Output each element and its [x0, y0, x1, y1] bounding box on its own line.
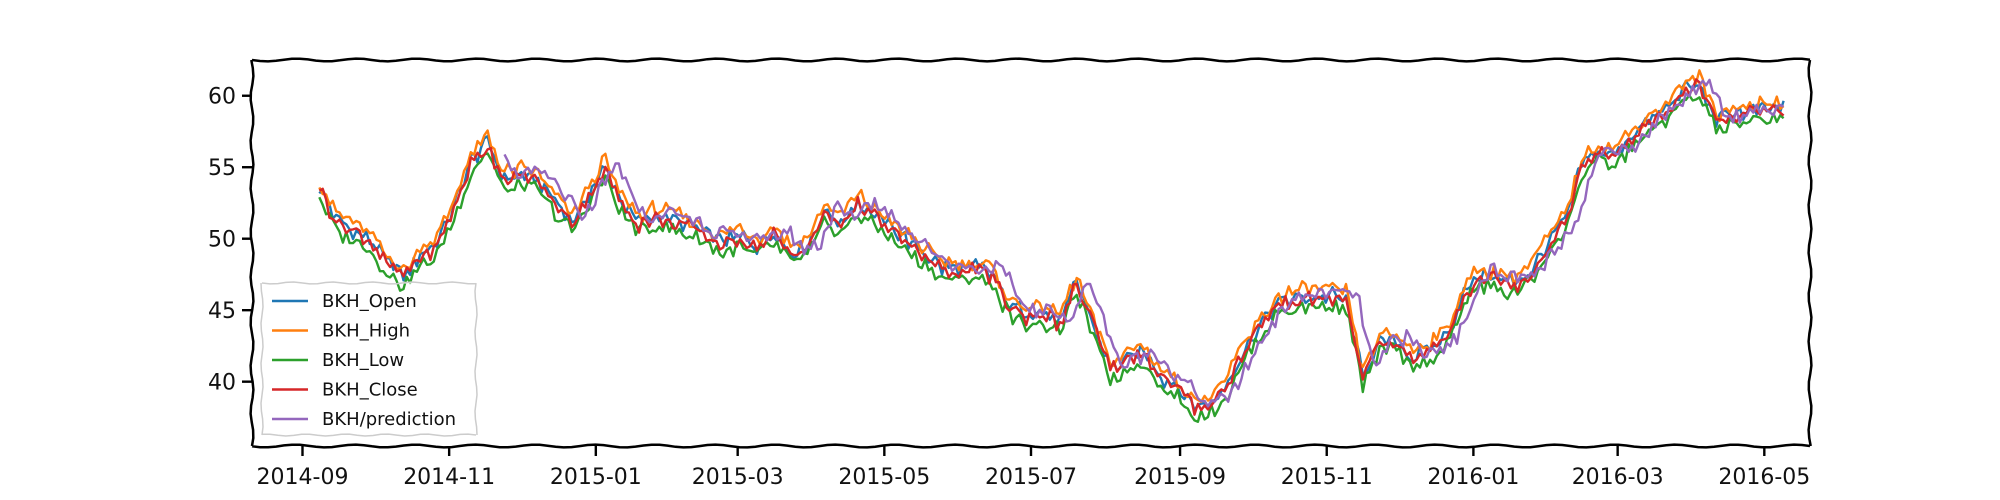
legend-label: BKH/prediction: [322, 409, 456, 430]
x-tick-label: 2015-03: [692, 465, 784, 490]
series-line-bkh-open: [318, 79, 1785, 412]
legend-box: [260, 281, 478, 437]
x-tick-label: 2015-09: [1134, 465, 1226, 490]
x-tick-label: 2014-09: [257, 465, 349, 490]
legend-label: BKH_Open: [322, 291, 417, 312]
legend-label: BKH_High: [322, 321, 410, 342]
x-tick-label: 2016-03: [1572, 465, 1664, 490]
series-line-bkh-close: [318, 78, 1785, 416]
legend: BKH_Open BKH_High BKH_Low BKH_Close BKH/pred…: [260, 281, 478, 437]
series-layer: [318, 69, 1785, 423]
x-tick-label: 2015-01: [550, 465, 642, 490]
y-tick-label: 45: [208, 299, 236, 324]
x-axis: 2014-09 2014-11 2015-01 2015-03 2015-05 2015-…: [257, 446, 1810, 490]
legend-label: BKH_Low: [322, 350, 404, 371]
x-tick-label: 2015-07: [985, 465, 1077, 490]
legend-label: BKH_Close: [322, 380, 418, 401]
y-tick-label: 50: [208, 228, 236, 253]
x-tick-label: 2016-05: [1718, 465, 1810, 490]
plot-frame: [249, 57, 1813, 449]
y-tick-label: 60: [208, 85, 236, 110]
x-tick-label: 2014-11: [403, 465, 495, 490]
series-line-bkh-prediction: [503, 78, 1785, 408]
series-line-bkh-low: [318, 94, 1785, 423]
x-tick-label: 2015-11: [1281, 465, 1373, 490]
y-axis: 40 45 50 55 60: [208, 85, 252, 396]
x-tick-label: 2016-01: [1427, 465, 1519, 490]
x-tick-label: 2015-05: [838, 465, 930, 490]
y-tick-label: 55: [208, 156, 236, 181]
y-tick-label: 40: [208, 371, 236, 396]
